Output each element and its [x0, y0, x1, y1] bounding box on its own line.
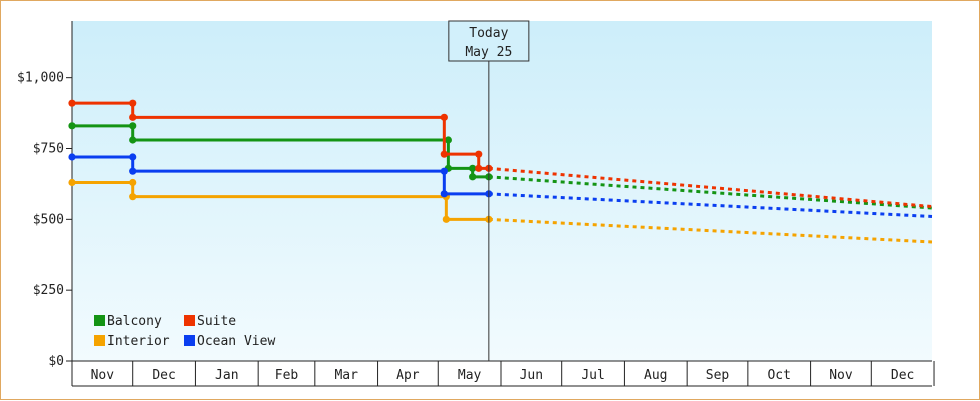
legend-label-ocean-view: Ocean View: [197, 334, 275, 349]
today-label: Today: [469, 26, 508, 41]
data-point-interior: [129, 178, 137, 187]
data-point-ocean-view: [440, 190, 448, 198]
month-label: Feb: [275, 368, 299, 383]
month-label: Mar: [334, 368, 358, 383]
projection-line-interior: [488, 217, 933, 244]
data-point-suite: [475, 150, 483, 158]
data-point-interior: [129, 193, 137, 201]
legend-swatch-balcony: [94, 315, 105, 326]
data-point-suite: [440, 150, 448, 158]
data-point-balcony: [469, 164, 477, 172]
y-tick-label: $250: [33, 283, 64, 298]
month-label: Aug: [644, 368, 667, 383]
data-point-interior: [68, 178, 76, 187]
today-box: [448, 20, 530, 62]
projection-line-balcony: [488, 175, 933, 210]
data-point-suite: [475, 164, 483, 172]
y-tick-label: $750: [33, 142, 64, 157]
data-point-suite: [129, 99, 137, 107]
month-label: Oct: [767, 368, 790, 383]
y-tick-label: $0: [48, 354, 64, 369]
month-label: Nov: [829, 368, 853, 383]
data-point-suite: [129, 113, 137, 121]
data-point-ocean-view: [440, 167, 448, 175]
legend-swatch-suite: [184, 315, 195, 326]
month-label: Jul: [581, 368, 604, 383]
legend-label-interior: Interior: [107, 334, 170, 349]
series-line-ocean-view: [72, 155, 489, 196]
today-date-label: May 25: [465, 45, 512, 60]
data-point-balcony: [444, 136, 452, 144]
data-point-balcony: [129, 122, 137, 130]
data-point-suite: [440, 113, 448, 121]
axes: $0 $250 $500 $750 $1,000 Nov Dec Jan Feb Mar Apr Ma…: [17, 21, 935, 387]
series-line-interior: [72, 181, 489, 221]
projection-line-suite: [488, 166, 933, 209]
data-point-ocean-view: [129, 153, 137, 161]
legend-swatch-interior: [94, 335, 105, 346]
series-layer: [68, 99, 933, 244]
data-point-balcony: [68, 122, 76, 130]
month-label: Jan: [215, 368, 238, 383]
legend-swatch-ocean-view: [184, 335, 195, 346]
month-label: Dec: [152, 368, 175, 383]
month-label: May: [458, 368, 482, 383]
data-point-balcony: [469, 173, 477, 181]
legend: Balcony Suite Interior Ocean View: [94, 314, 275, 349]
month-label: Apr: [396, 368, 420, 383]
data-point-ocean-view: [68, 153, 76, 161]
y-tick-label: $1,000: [17, 71, 64, 86]
month-label: Jun: [520, 368, 543, 383]
data-point-ocean-view: [129, 167, 137, 175]
plot-background: [72, 21, 932, 361]
month-label: Nov: [91, 368, 115, 383]
data-point-interior: [442, 215, 450, 223]
month-label: Sep: [706, 368, 730, 383]
today-marker: Today May 25: [448, 20, 530, 361]
projection-line-ocean-view: [488, 192, 933, 218]
legend-label-balcony: Balcony: [107, 314, 162, 329]
data-point-balcony: [129, 136, 137, 144]
month-label: Dec: [891, 368, 914, 383]
legend-label-suite: Suite: [197, 314, 236, 329]
y-tick-label: $500: [33, 212, 64, 227]
data-point-suite: [68, 99, 76, 107]
